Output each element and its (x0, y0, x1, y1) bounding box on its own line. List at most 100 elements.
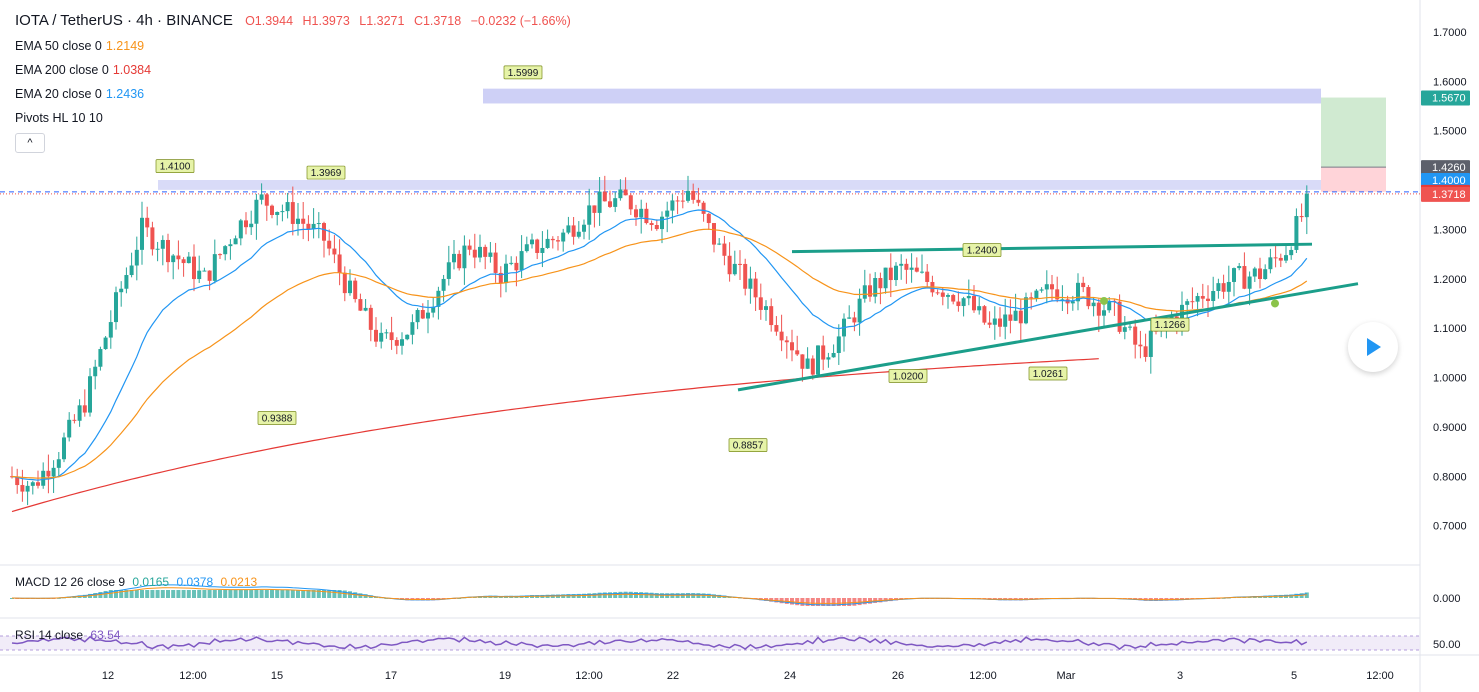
pivots-legend[interactable]: Pivots HL 10 10 (15, 111, 103, 126)
price-axis-label: 1.2000 (1433, 274, 1467, 286)
macd-bar (842, 598, 846, 606)
candle-body (1122, 327, 1127, 332)
candle-body (145, 217, 150, 228)
ema200-legend[interactable]: EMA 200 close 0 1.0384 (15, 63, 151, 78)
macd-legend[interactable]: MACD 12 26 close 9 0.0165 0.0378 0.0213 (15, 575, 257, 589)
candle-body (764, 306, 768, 310)
ema20-legend[interactable]: EMA 20 close 0 1.2436 (15, 87, 144, 102)
candle-body (353, 280, 358, 300)
candle-body (1304, 193, 1309, 218)
macd-bar (108, 590, 113, 598)
change-value: −0.0232 (−1.66%) (470, 14, 571, 28)
candle-body (956, 301, 961, 307)
macd-bar (124, 590, 129, 598)
time-axis-label: 15 (271, 670, 283, 682)
candle-body (264, 194, 269, 206)
macd-bar (852, 598, 857, 606)
macd-bar (244, 590, 248, 598)
candle-body (1050, 284, 1054, 290)
macd-bar (160, 590, 165, 598)
candle-body (301, 218, 306, 224)
candle-body (530, 239, 534, 245)
candle-body (478, 246, 482, 258)
candle-body (1060, 299, 1065, 301)
macd-bar (857, 598, 862, 606)
candle-body (249, 223, 254, 228)
exchange: BINANCE (166, 12, 233, 29)
collapse-legend-button[interactable]: ^ (15, 133, 45, 153)
candle-body (1252, 268, 1257, 277)
candle-body (894, 265, 898, 281)
ema50-legend[interactable]: EMA 50 close 0 1.2149 (15, 39, 144, 54)
high-value: H1.3973 (302, 14, 350, 28)
rsi-legend[interactable]: RSI 14 close 63.54 (15, 628, 120, 642)
candle-body (1013, 310, 1018, 321)
candle-body (883, 267, 888, 289)
macd-bar (103, 590, 108, 598)
open-value: O1.3944 (245, 14, 294, 28)
rsi-panel: 50.00 (0, 635, 1461, 651)
time-axis-label: Mar (1057, 670, 1076, 682)
price-axis-label: 1.0000 (1433, 373, 1467, 385)
candle-body (550, 238, 555, 241)
macd-bar (218, 590, 222, 598)
macd-bar (114, 590, 118, 598)
candle-body (873, 278, 878, 297)
price-tag-text: 1.5670 (1432, 93, 1466, 105)
candle-body (285, 202, 290, 212)
candle-body (576, 231, 581, 237)
symbol-name[interactable]: IOTA / TetherUS (15, 12, 123, 29)
candle-body (332, 248, 337, 255)
macd-bar (186, 590, 191, 598)
macd-bar (348, 591, 352, 598)
macd-bar (166, 590, 170, 598)
candle-body (738, 263, 742, 265)
candle-body (524, 244, 529, 252)
candle-body (67, 419, 72, 438)
candle-body (72, 419, 77, 421)
candle-body (296, 218, 300, 224)
candle-body (1284, 255, 1288, 261)
candle-body (363, 307, 368, 311)
candle-body (410, 322, 415, 335)
candle-body (25, 485, 30, 492)
candle-body (613, 198, 618, 207)
macd-bar (623, 591, 628, 598)
time-axis-label: 3 (1177, 670, 1183, 682)
candle-body (748, 278, 753, 289)
macd-bar (207, 590, 212, 598)
replay-button[interactable] (1348, 322, 1398, 372)
candle-body (987, 322, 992, 325)
macd-bar (816, 598, 820, 606)
resistance-zone (158, 180, 1321, 190)
pivot-label-text: 1.0200 (893, 372, 924, 383)
time-axis-label: 22 (667, 670, 679, 682)
interval[interactable]: 4h (136, 12, 153, 29)
pivots-label: Pivots HL 10 10 (15, 111, 103, 125)
pivot-label-text: 0.8857 (733, 441, 764, 452)
time-axis-label: 24 (784, 670, 796, 682)
candle-body (639, 208, 644, 218)
candle-body (727, 255, 732, 275)
pivot-label-box (888, 369, 928, 383)
candle-body (628, 195, 633, 210)
candle-body (680, 200, 685, 202)
candle-body (972, 296, 976, 311)
candle-body (1226, 281, 1231, 292)
candle-body (119, 288, 124, 293)
candle-body (831, 352, 836, 358)
rsi-line (11, 635, 1308, 651)
time-axis-label: 12:00 (179, 670, 207, 682)
pivot-label-box (1028, 366, 1068, 381)
candle-body (62, 437, 66, 460)
candle-body (462, 245, 467, 269)
macd-bar (197, 590, 202, 598)
macd-signal-line (11, 587, 1307, 604)
candle-body (1206, 298, 1210, 301)
macd-bar (847, 598, 852, 606)
rsi-label: RSI 14 close (15, 628, 84, 642)
candle-body (566, 225, 571, 233)
candle-body (925, 271, 930, 282)
price-axis-label: 1.6000 (1433, 76, 1467, 88)
